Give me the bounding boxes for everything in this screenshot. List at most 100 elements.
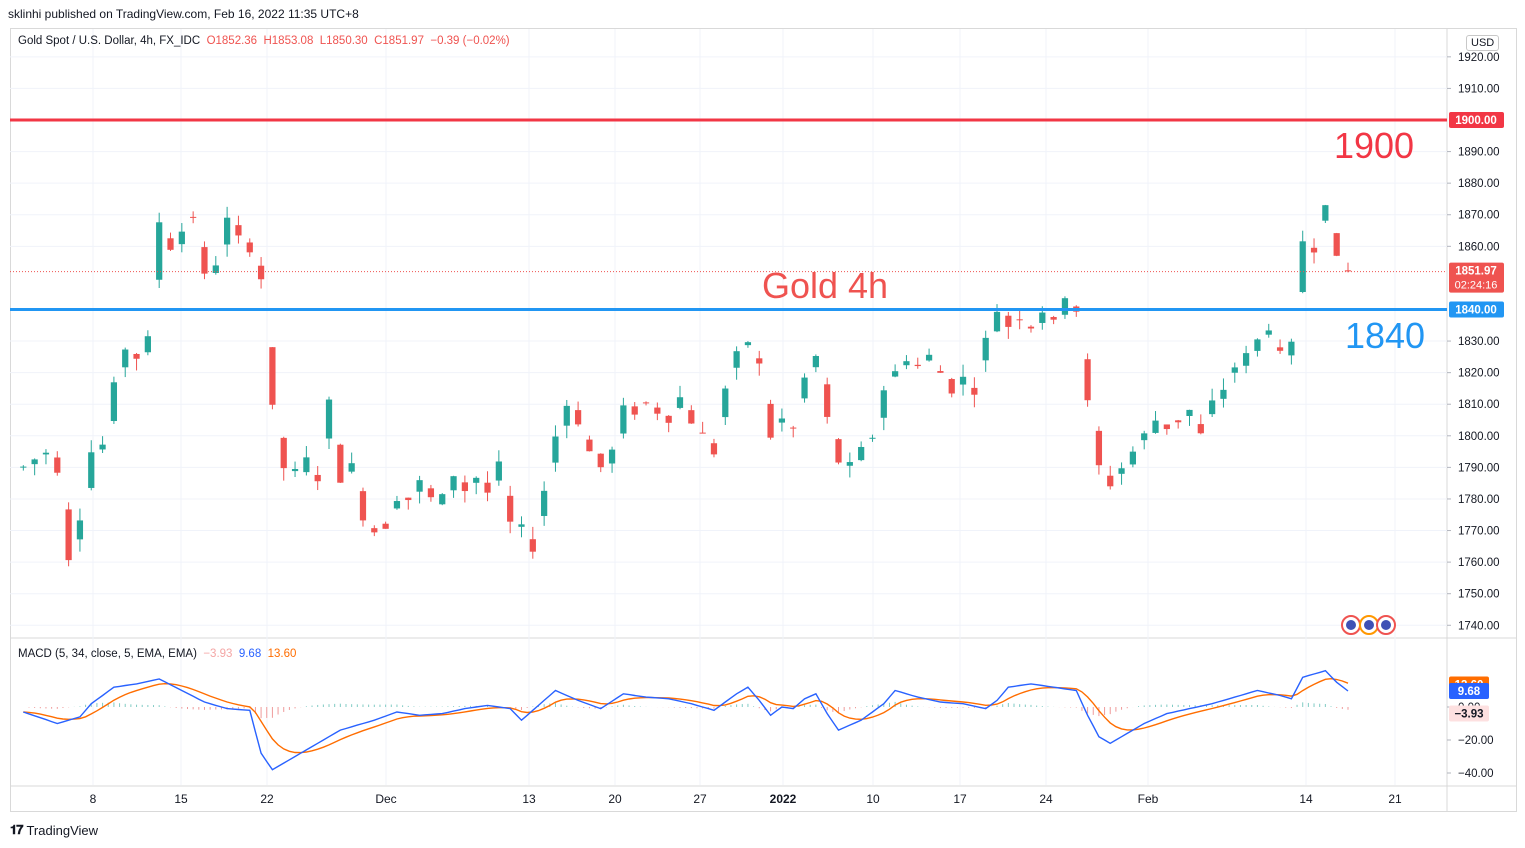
candle-body (790, 427, 797, 429)
publish-info: sklinhi published on TradingView.com, Fe… (8, 7, 359, 21)
candle-body (518, 524, 525, 527)
candle-body (156, 222, 163, 280)
macd-label: MACD (5, 34, close, 5, EMA, EMA) (18, 648, 197, 660)
candle-body (212, 265, 219, 273)
price-tick-label: 1890.00 (1458, 147, 1500, 159)
candle-body (190, 216, 197, 218)
candle-body (1129, 451, 1136, 465)
tradingview-logo[interactable]: 𝟏𝟕 TradingView (10, 822, 98, 838)
symbol-name: Gold Spot / U.S. Dollar, 4h, FX_IDC (18, 35, 201, 47)
candle-body (484, 482, 491, 493)
candle-body (461, 482, 468, 492)
candle-body (688, 410, 695, 424)
macd-histogram-value: −3.93 (203, 648, 233, 660)
candle-body (631, 406, 638, 415)
macd-tick-label: −40.00 (1458, 768, 1494, 780)
macd-signal-value: 13.60 (267, 648, 297, 660)
price-tick-label: 1750.00 (1458, 589, 1500, 601)
candle-body (1220, 389, 1227, 399)
candle-body (710, 443, 718, 455)
candle-body (235, 225, 242, 236)
candle-body (1175, 420, 1182, 423)
candle-body (382, 523, 389, 529)
candle-body (982, 337, 989, 361)
candle-body (99, 444, 106, 450)
macd-legend: MACD (5, 34, close, 5, EMA, EMA) −3.93 9… (18, 648, 296, 660)
candle-body (778, 418, 786, 423)
candle-body (42, 452, 50, 455)
candle-body (1095, 430, 1103, 466)
candle-body (359, 491, 367, 521)
macd-line-tag: 9.68 (1458, 686, 1481, 698)
candle-body (858, 446, 865, 461)
countdown-tag: 02:24:16 (1455, 280, 1498, 292)
candle-body (314, 474, 321, 482)
price-tick-label: 1740.00 (1458, 620, 1500, 632)
candle-body (1322, 205, 1329, 221)
candle-body (620, 405, 627, 434)
time-label: 2022 (770, 792, 797, 806)
ohlc-low: L1850.30 (319, 35, 368, 47)
macd-line-value: 9.68 (238, 648, 262, 660)
candle-body (993, 311, 1001, 332)
candle-body (846, 462, 853, 466)
price-tick-label: 1800.00 (1458, 431, 1500, 443)
candle-body (507, 495, 514, 522)
candle-body (54, 457, 61, 473)
time-label: 8 (90, 792, 97, 806)
candle-body (744, 342, 752, 346)
event-flag-center (1364, 620, 1374, 630)
last-price-tag-bg (1449, 262, 1504, 293)
candle-body (337, 444, 344, 483)
time-label: 20 (608, 792, 622, 806)
candle-body (257, 265, 265, 280)
candle-body (971, 387, 978, 395)
candle-body (1265, 330, 1272, 335)
price-tick-label: 1910.00 (1458, 83, 1500, 95)
candle-body (1242, 353, 1250, 366)
candle-body (20, 466, 27, 468)
candle-body (246, 242, 253, 253)
candle-body (812, 356, 819, 368)
macd-line-tag-bg (1449, 683, 1489, 700)
macd-histogram-tag: −3.93 (1454, 708, 1483, 720)
candle-body (88, 452, 95, 488)
candle-body (450, 476, 457, 491)
currency-button[interactable]: USD (1466, 35, 1500, 51)
chart-frame (10, 28, 1517, 812)
candle-body (903, 361, 910, 366)
candle-body (224, 217, 231, 245)
time-label: 13 (522, 792, 536, 806)
candle-body (665, 415, 672, 423)
candle-body (937, 371, 944, 373)
candle-body (133, 353, 140, 359)
candle-body (1288, 341, 1295, 356)
macd-histogram-tag-bg (1449, 705, 1489, 722)
candle-body (914, 364, 921, 367)
candle-body (880, 390, 887, 418)
candle-body (1152, 420, 1159, 433)
candle-body (473, 477, 480, 483)
candle-body (676, 397, 684, 408)
event-flag-center (1346, 620, 1356, 630)
candle-body (178, 231, 185, 245)
price-tick-label: 1830.00 (1458, 336, 1500, 348)
candle-body (144, 336, 151, 353)
time-label: 15 (174, 792, 188, 806)
symbol-legend: Gold Spot / U.S. Dollar, 4h, FX_IDC O185… (18, 35, 510, 47)
candle-body (574, 410, 582, 425)
candle-body (495, 461, 502, 481)
candle-body (1141, 433, 1148, 441)
candle-body (348, 463, 355, 472)
ohlc-high: H1853.08 (263, 35, 314, 47)
candle-body (31, 459, 38, 465)
candle-body (393, 501, 401, 509)
candle-body (371, 528, 378, 533)
candle-body (76, 520, 84, 540)
candle-body (892, 371, 899, 377)
candle-body (552, 436, 559, 463)
time-label: 17 (953, 792, 967, 806)
candle-body (269, 347, 276, 405)
candle-body (959, 376, 967, 385)
